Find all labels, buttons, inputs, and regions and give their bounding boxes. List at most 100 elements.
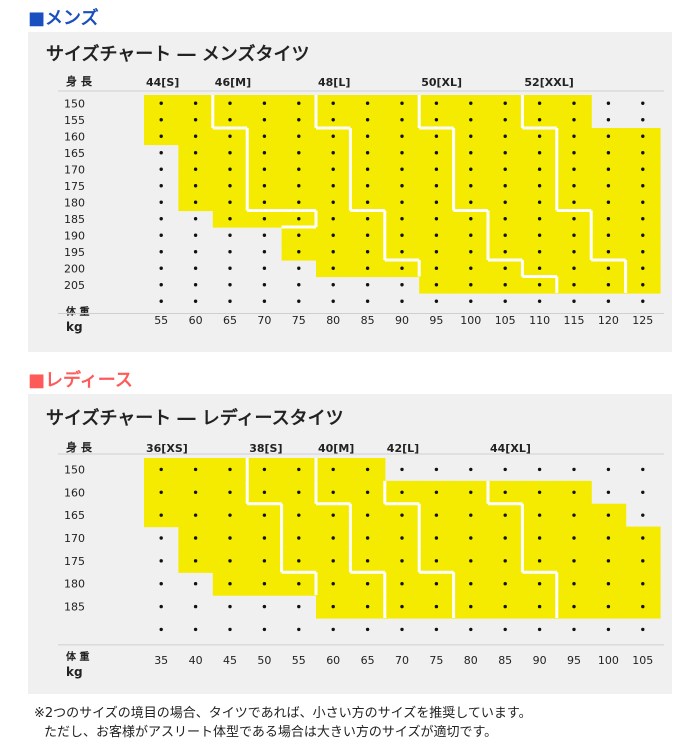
men-grid-dot [262, 134, 267, 138]
men-size-chart: 身 長 体 重 kg 150 155 160 165 170 175 180 185 190 19… [58, 74, 664, 334]
men-height-tick: 175 [64, 180, 85, 193]
women-grid-dot [262, 490, 267, 494]
men-grid-dot [641, 250, 645, 254]
men-grid-dot [434, 299, 439, 303]
men-grid-dot [262, 250, 267, 254]
men-grid-dot [331, 266, 335, 270]
men-height-axis-label: 身 長 [66, 74, 93, 88]
women-weight-tick: 50 [257, 654, 271, 667]
women-grid-dot [469, 490, 473, 494]
men-grid-dot [434, 200, 439, 204]
men-grid-dot [193, 118, 198, 122]
women-grid-dot [228, 627, 232, 632]
men-grid-dot [159, 250, 163, 254]
men-grid-dot [606, 266, 611, 270]
men-grid-dot [193, 266, 198, 270]
women-grid-dot [469, 582, 473, 586]
men-grid-dot [228, 134, 232, 138]
men-grid-dot [228, 184, 232, 188]
men-grid-dot [434, 283, 439, 287]
men-grid-dot [434, 101, 439, 105]
men-grid-dot [537, 184, 542, 188]
men-grid-dot [297, 134, 301, 138]
men-grid-dot [606, 167, 611, 171]
men-grid-dot [400, 167, 404, 171]
men-grid-dot [331, 101, 335, 105]
women-grid-dot [434, 536, 439, 540]
women-weight-tick: 45 [223, 654, 237, 667]
men-grid-dot [606, 101, 611, 105]
men-grid-dot [606, 217, 611, 221]
men-grid-dot [503, 233, 507, 237]
men-grid-dot [503, 184, 507, 188]
men-grid-dot [537, 266, 542, 270]
men-grid-dot [228, 266, 232, 270]
men-grid-dot [365, 283, 370, 287]
men-grid-dot [297, 250, 301, 254]
women-grid-dot [193, 536, 198, 540]
women-grid-dot [503, 513, 507, 517]
women-grid-dot [537, 582, 542, 586]
men-grid-dot [572, 101, 576, 105]
men-grid-dot [503, 250, 507, 254]
men-grid-dot [262, 151, 267, 155]
men-grid-dot [262, 299, 267, 303]
women-grid-dot [400, 490, 404, 494]
men-grid-dot [469, 217, 473, 221]
men-grid-dot [434, 118, 439, 122]
women-grid-dot [400, 627, 404, 632]
men-grid-dot [537, 250, 542, 254]
men-grid-dot [262, 233, 267, 237]
women-weight-tick: 40 [189, 654, 203, 667]
women-grid-dot [572, 627, 576, 632]
women-grid-dot [606, 467, 611, 472]
men-grid-dot [365, 299, 370, 303]
women-grid-dot [572, 559, 576, 563]
men-grid-dot [572, 233, 576, 237]
men-weight-tick: 80 [326, 314, 340, 327]
men-grid-dot [365, 233, 370, 237]
men-grid-dot [400, 184, 404, 188]
women-chart-title: サイズチャート ― レディースタイツ [46, 408, 344, 429]
men-grid-dot [297, 118, 301, 122]
women-grid-dot [262, 627, 267, 632]
women-weight-unit-label: kg [66, 665, 83, 679]
women-grid-dot [331, 627, 335, 632]
women-grid-dot [262, 513, 267, 517]
women-grid-dot [434, 559, 439, 563]
women-grid-dot [331, 582, 335, 586]
men-grid-dot [537, 217, 542, 221]
women-weight-tick: 95 [567, 654, 581, 667]
men-grid-dot [537, 101, 542, 105]
women-weight-tick: 75 [429, 654, 443, 667]
men-grid-dot [537, 118, 542, 122]
women-grid-dot [400, 604, 404, 609]
women-height-tick: 175 [64, 555, 85, 568]
men-height-tick: 150 [64, 97, 85, 110]
men-grid-dot [400, 101, 404, 105]
women-grid-dot [331, 604, 335, 609]
women-grid-dot [365, 627, 370, 632]
women-grid-dot [537, 536, 542, 540]
men-grid-dot [503, 266, 507, 270]
women-grid-dot [228, 467, 232, 472]
women-grid-dot [228, 604, 232, 609]
women-size-label: 44[XL] [490, 442, 531, 455]
men-grid-dot [606, 299, 611, 303]
men-grid-dot [537, 200, 542, 204]
women-section-heading: ■レディース [28, 370, 133, 391]
men-grid-dot [434, 184, 439, 188]
women-grid-dot [297, 490, 301, 494]
men-height-tick: 165 [64, 147, 85, 160]
men-weight-tick: 60 [189, 314, 203, 327]
men-grid-dot [537, 233, 542, 237]
men-grid-dot [297, 217, 301, 221]
women-weight-tick: 105 [632, 654, 653, 667]
men-weight-tick: 55 [154, 314, 168, 327]
men-height-tick: 170 [64, 163, 85, 176]
men-grid-dot [606, 118, 611, 122]
women-weight-tick: 55 [292, 654, 306, 667]
men-grid-dot [331, 283, 335, 287]
men-grid-dot [400, 217, 404, 221]
men-grid-dot [572, 151, 576, 155]
